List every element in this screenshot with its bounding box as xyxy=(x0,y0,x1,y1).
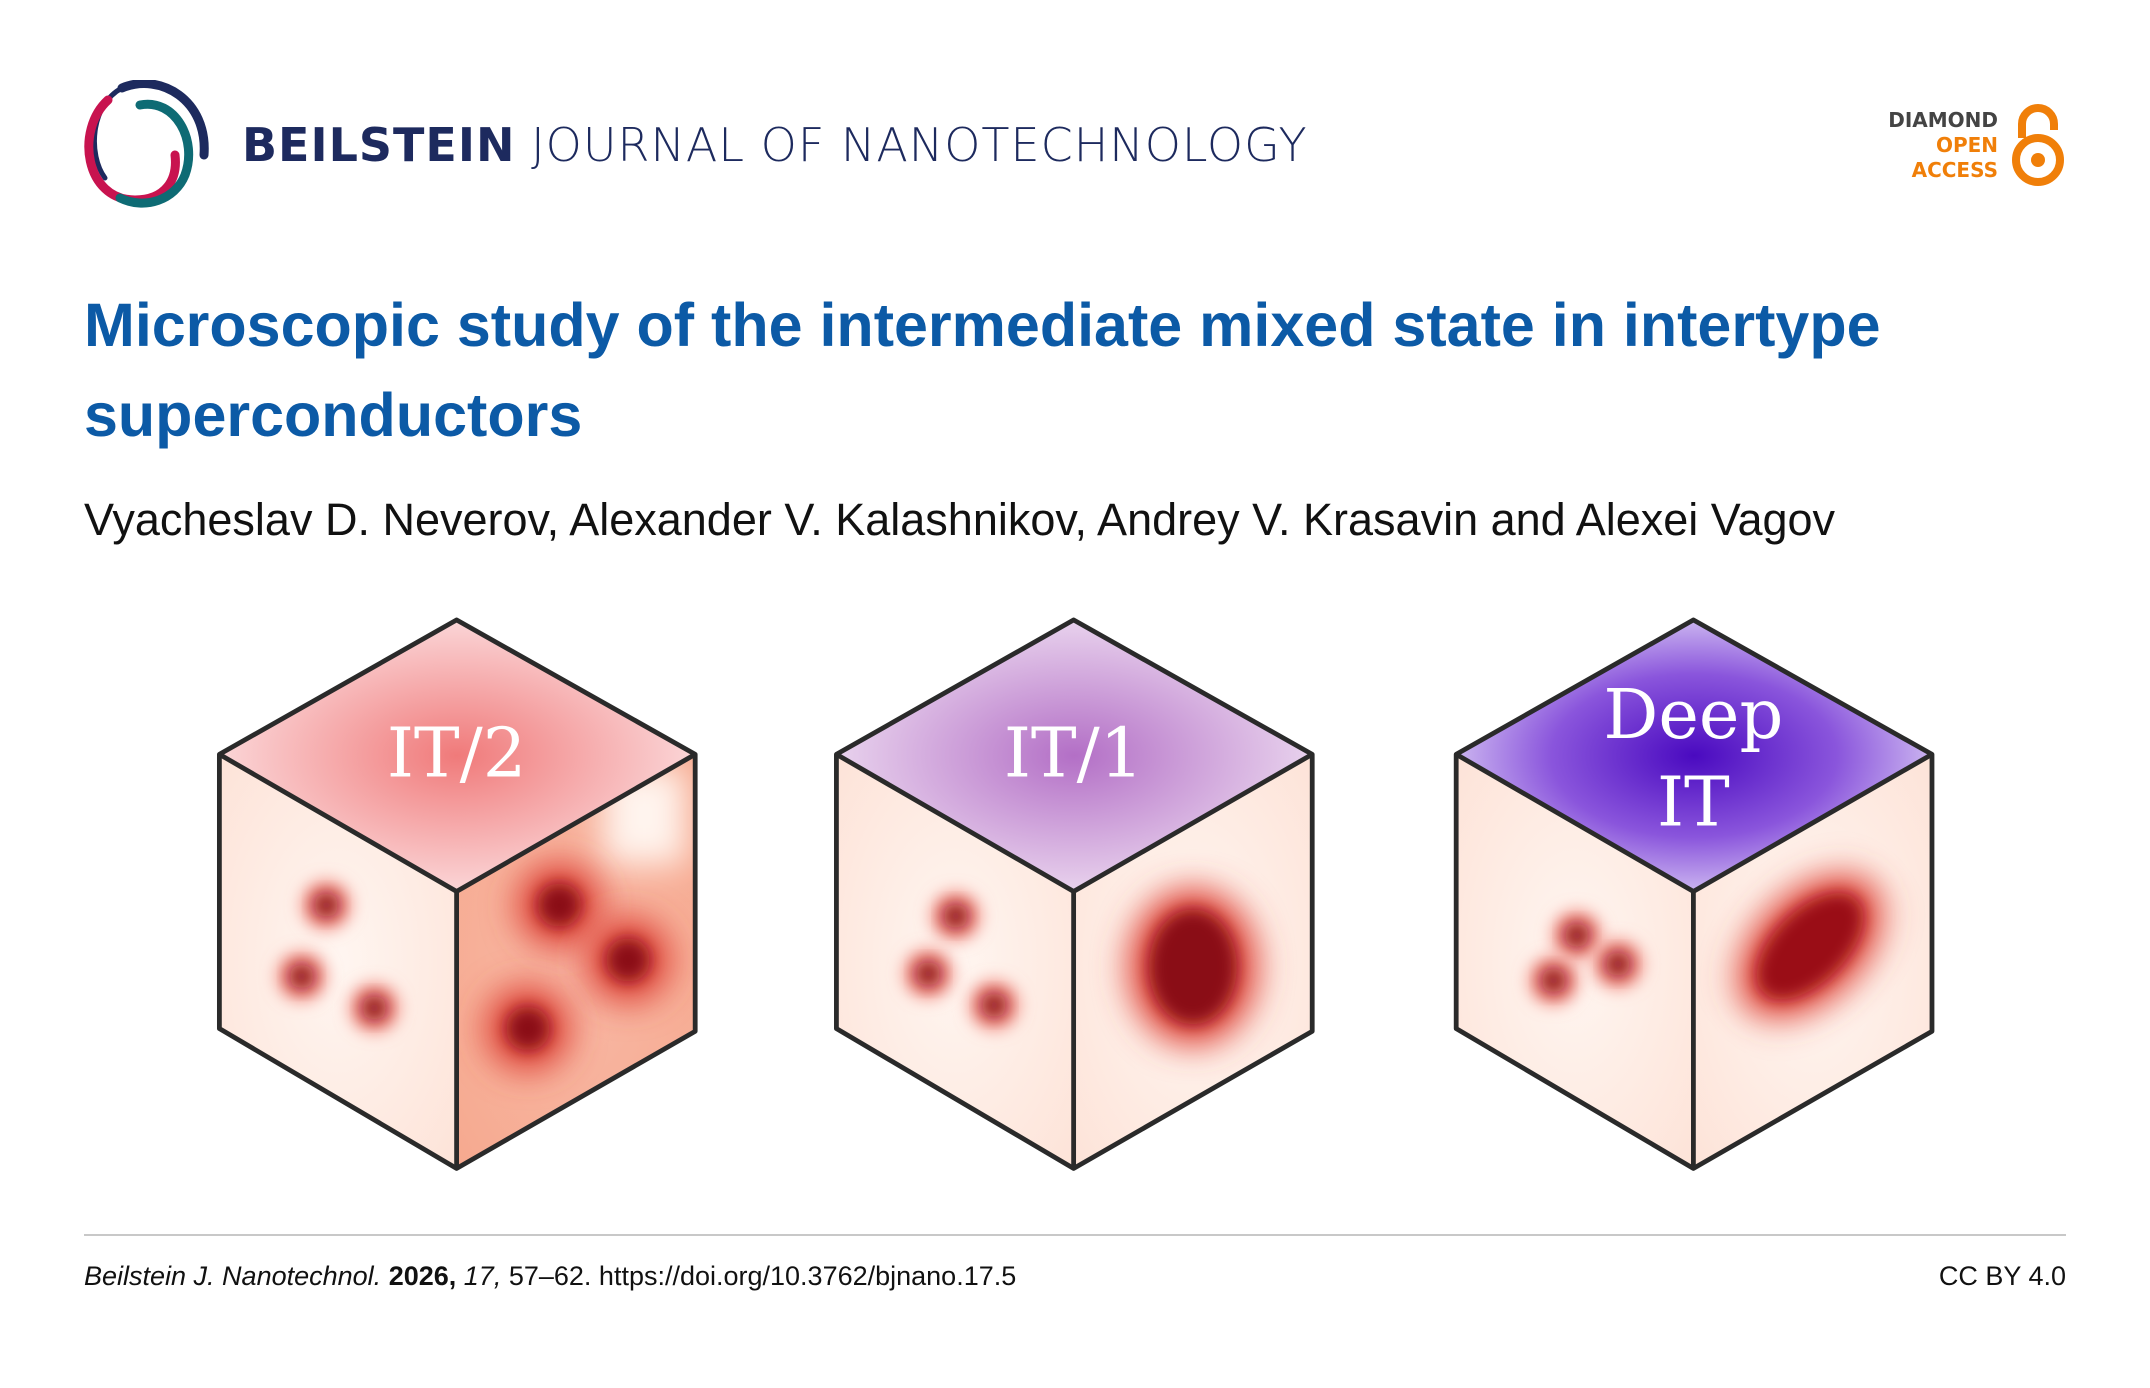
vortex-cluster xyxy=(537,883,582,928)
cube-2: IT/1 xyxy=(834,617,1315,1171)
citation-pages-doi[interactable]: 57–62. https://doi.org/10.3762/bjnano.17… xyxy=(508,1261,1017,1291)
cube-1: IT/2 xyxy=(216,617,698,1171)
citation-journal: Beilstein J. Nanotechnol. xyxy=(84,1261,382,1291)
vortex-spot xyxy=(289,964,314,989)
vortex-spot xyxy=(313,892,339,918)
oa-line-open: OPEN xyxy=(1935,132,1998,157)
cube-label: IT/1 xyxy=(1004,713,1144,793)
citation-year: 2026, xyxy=(388,1261,457,1291)
vortex-domain xyxy=(1757,893,1863,1000)
oa-line-access: ACCESS xyxy=(1911,157,1998,182)
vortex-domain xyxy=(1149,909,1237,1025)
citation-volume: 17, xyxy=(463,1261,502,1291)
open-lock-icon xyxy=(2012,104,2064,186)
vortex-spot xyxy=(1541,968,1566,993)
journal-name: BEILSTEIN JOURNAL OF NANOTECHNOLOGY xyxy=(242,118,1308,172)
cube-label: IT/2 xyxy=(387,713,527,793)
cube-label: Deep xyxy=(1603,675,1783,755)
vortex-spot xyxy=(943,903,969,929)
vortex-spot xyxy=(361,995,387,1021)
license: CC BY 4.0 xyxy=(1938,1261,2066,1291)
citation: Beilstein J. Nanotechnol. 2026, 17, 57–6… xyxy=(84,1261,1016,1292)
vortex-spot xyxy=(1564,922,1590,948)
vortex-spot xyxy=(915,961,941,987)
diamond-open-access-badge: DIAMOND OPEN ACCESS xyxy=(1888,100,2066,190)
footer-divider xyxy=(84,1234,2066,1236)
journal-brand-bold: BEILSTEIN xyxy=(242,118,516,172)
cube-label: IT xyxy=(1657,763,1730,843)
oa-line-diamond: DIAMOND xyxy=(1888,107,1998,132)
article-title: Microscopic study of the intermediate mi… xyxy=(84,291,1881,449)
vortex-spot xyxy=(1605,951,1631,977)
beilstein-logo-icon xyxy=(84,80,209,208)
vortex-cluster xyxy=(505,1006,550,1051)
journal-brand-light: JOURNAL OF NANOTECHNOLOGY xyxy=(531,118,1308,172)
vortex-cluster xyxy=(606,938,650,982)
article-authors: Vyacheslav D. Neverov, Alexander V. Kala… xyxy=(84,494,1836,545)
vortex-spot xyxy=(981,992,1007,1018)
